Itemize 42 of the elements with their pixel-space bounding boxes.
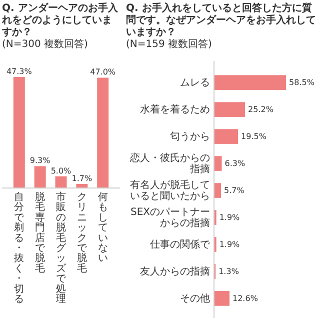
bar (214, 183, 222, 198)
y-tick-label: 匂うから (170, 130, 210, 142)
chart-title: Q. お手入れをしていると回答した方に質問です。なぜアンダーヘアをお手入れしていますか？ (126, 2, 316, 38)
bar (214, 102, 246, 117)
y-tick-label: 恋人・彼氏からの指摘 (129, 152, 210, 175)
chart-subtitle: (N=159 複数回答) (126, 38, 212, 50)
bar (214, 129, 238, 144)
chart-title: Q. アンダーヘアのお手入れをどのようにしていますか？ (1, 2, 119, 38)
data-label: 9.3% (30, 156, 51, 166)
y-tick-label: その他 (180, 292, 210, 304)
bar (214, 291, 230, 306)
data-label: 1.9% (219, 240, 240, 249)
data-label: 5.7% (224, 186, 245, 195)
data-label: 12.6% (232, 294, 258, 303)
data-label: 1.3% (218, 266, 240, 276)
bar (214, 156, 222, 171)
y-tick-label: 仕事の関係で (150, 238, 211, 250)
x-tick-label: クリニックで脱毛 (76, 192, 88, 274)
data-label: 25.2% (248, 105, 274, 114)
x-tick-label: 脱毛専門店で脱毛 (35, 191, 46, 274)
data-label: 47.3% (6, 67, 32, 76)
bar (34, 166, 46, 188)
y-tick-label: SEXのパートナーからの指摘 (130, 206, 210, 228)
data-label: 6.3% (224, 159, 246, 168)
data-label: 19.5% (241, 132, 267, 142)
data-label: 1.7% (72, 174, 92, 184)
data-label: 1.9% (219, 212, 240, 222)
y-tick-label: 有名人が脱毛していると聞いたから (130, 178, 210, 202)
bar (214, 75, 286, 90)
chart-subtitle: (N=300 複数回答) (2, 38, 88, 50)
bar (55, 176, 67, 188)
bar (97, 78, 109, 188)
category-label: 自分で剃る・抜く・切る (14, 192, 24, 305)
data-label: 5.0% (50, 166, 72, 176)
data-label: 58.5% (289, 78, 315, 88)
y-tick-label: 友人からの指摘 (140, 264, 210, 277)
bar (13, 77, 25, 188)
x-tick-label: 何もしていない (98, 192, 108, 264)
y-tick-label: ムレる (180, 77, 210, 88)
y-tick-label: 水着を着るため (140, 103, 210, 116)
data-label: 47.0% (90, 68, 116, 77)
category-label: 市販の脱毛グッズで処理 (56, 192, 66, 305)
